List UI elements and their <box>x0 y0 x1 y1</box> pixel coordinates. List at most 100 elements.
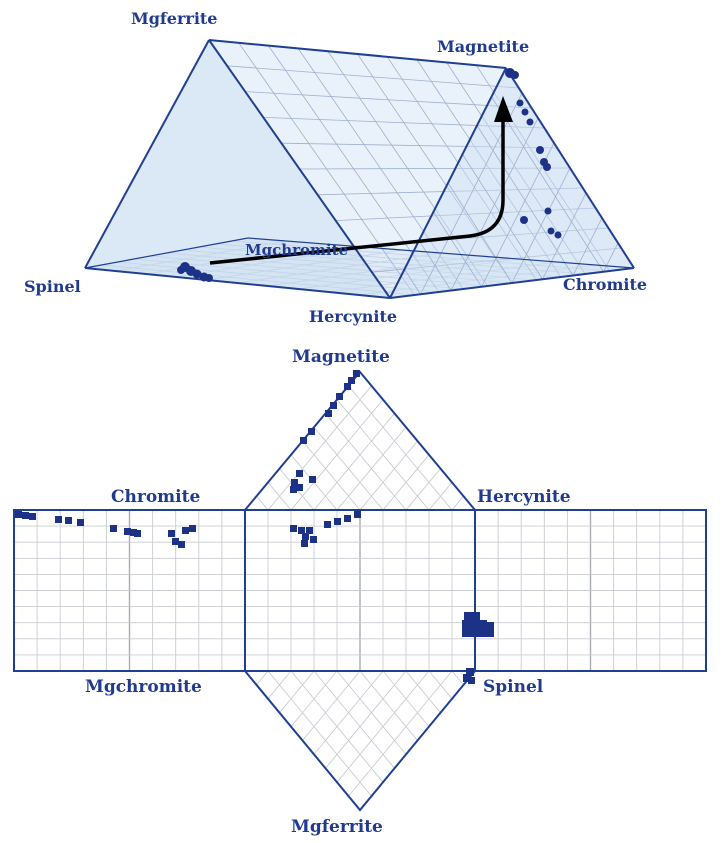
prism-data-points <box>177 68 562 282</box>
prism-3d: Mgferrite Magnetite Mgchromite Spinel Ch… <box>24 9 647 326</box>
grid-line <box>603 242 619 272</box>
prism-label-chromite: Chromite <box>563 275 647 294</box>
net-label-chromite: Chromite <box>111 487 200 507</box>
arrow-head <box>494 96 513 122</box>
net-point <box>168 530 175 537</box>
net-point <box>354 511 361 518</box>
grid-line <box>451 495 464 511</box>
grid-line <box>428 482 453 511</box>
net-point <box>65 517 72 524</box>
net-point <box>178 541 185 548</box>
net-label-hercynite: Hercynite <box>477 487 571 507</box>
net-point <box>110 525 117 532</box>
net-point <box>485 622 494 631</box>
net-grid <box>14 385 706 797</box>
net-point <box>172 538 179 545</box>
net-point <box>478 628 487 637</box>
net-point <box>353 370 360 377</box>
net-point <box>290 525 297 532</box>
trend-arrow <box>209 118 505 265</box>
net-point <box>324 521 331 528</box>
prism-point <box>511 71 519 79</box>
grid-line <box>290 670 338 727</box>
net-point <box>463 674 471 682</box>
net-point <box>29 513 36 520</box>
net-point <box>296 484 303 491</box>
prism-point <box>544 207 552 215</box>
grid-line <box>299 167 571 170</box>
net-point <box>462 620 471 629</box>
prism-right-face <box>390 68 634 298</box>
grid-line <box>359 440 418 511</box>
prism-point <box>205 274 213 282</box>
net-point <box>22 512 29 519</box>
net-point <box>300 437 307 444</box>
prism-label-mgferrite: Mgferrite <box>131 9 217 28</box>
grid-line <box>335 207 596 221</box>
grid-line <box>371 247 622 273</box>
net-point <box>486 629 494 637</box>
net-point <box>310 536 317 543</box>
prism-label-hercynite: Hercynite <box>309 307 397 326</box>
grid-line <box>325 670 407 769</box>
grid-line <box>475 64 610 272</box>
net-point <box>470 620 479 629</box>
net-point <box>348 377 355 384</box>
grid-line <box>416 59 562 278</box>
net-point <box>124 528 131 535</box>
net-label-mgchromite: Mgchromite <box>85 677 202 697</box>
net-point <box>309 476 316 483</box>
net-point <box>302 533 309 540</box>
grid-line <box>428 670 453 700</box>
net-label-spinel: Spinel <box>483 677 544 697</box>
grid-line <box>446 62 586 275</box>
grid-line <box>462 154 543 280</box>
grid-line <box>313 670 395 769</box>
grid-line <box>433 211 482 287</box>
prism-label-mgchromite: Mgchromite <box>245 241 348 259</box>
grid-line <box>386 56 537 281</box>
net-point <box>344 383 351 390</box>
grid-line <box>279 670 315 713</box>
grid-line <box>256 670 269 686</box>
net-point <box>462 628 471 637</box>
grid-line <box>572 217 603 276</box>
grid-line <box>481 142 555 287</box>
prism-point <box>516 99 524 107</box>
net-point <box>306 527 313 534</box>
net-data-points <box>15 370 494 684</box>
prism-point <box>554 231 562 239</box>
net-point <box>291 479 298 486</box>
net-point <box>308 428 315 435</box>
grid-line <box>542 192 587 280</box>
net-point <box>298 527 305 534</box>
prism-left-face <box>85 40 390 298</box>
net-point <box>296 470 303 477</box>
net-point <box>182 527 189 534</box>
prism-label-magnetite: Magnetite <box>437 37 529 56</box>
grid-line <box>348 385 453 511</box>
net-point <box>334 518 341 525</box>
net-point <box>189 525 196 532</box>
grid-line <box>405 670 441 713</box>
net-point <box>55 516 62 523</box>
grid-line <box>491 96 604 272</box>
net-label-mgferrite: Mgferrite <box>291 817 383 837</box>
grid-line <box>325 413 407 511</box>
net-point <box>130 529 137 536</box>
prism-point <box>192 269 202 279</box>
net-point <box>134 530 141 537</box>
grid-line <box>382 454 430 511</box>
grid-line <box>420 92 523 295</box>
grid-line <box>267 482 292 511</box>
net-point <box>471 612 480 621</box>
grid-line <box>511 167 571 284</box>
grid-line <box>267 385 372 511</box>
grid-line <box>359 670 418 741</box>
net-point <box>330 402 337 409</box>
net-point <box>468 677 475 684</box>
grid-line <box>317 187 583 196</box>
net-label-magnetite: Magnetite <box>292 347 390 367</box>
net-point <box>15 511 22 518</box>
grid-line <box>267 670 372 797</box>
